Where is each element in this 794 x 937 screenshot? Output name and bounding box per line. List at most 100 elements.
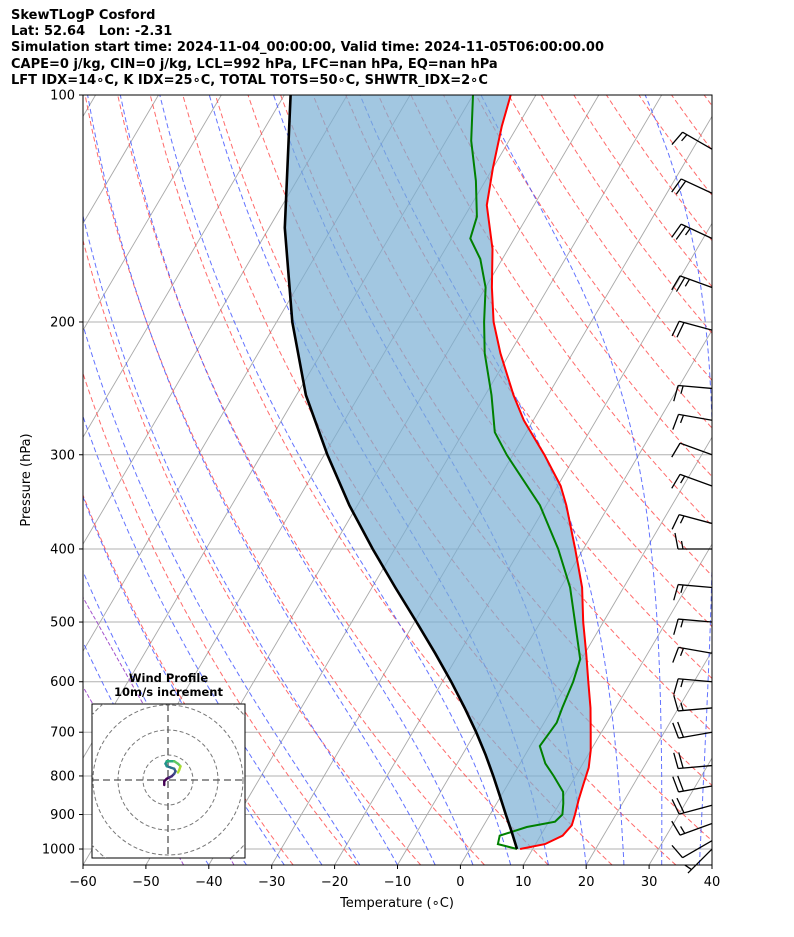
title-times: Simulation start time: 2024-11-04_00:00:…: [11, 40, 604, 56]
x-tick-label: −10: [384, 875, 411, 890]
wind-barb: [671, 442, 713, 458]
y-tick-label: 500: [50, 616, 75, 631]
wind-barb-staff: [680, 223, 713, 240]
wind-barb: [671, 514, 713, 530]
wind-barb: [672, 646, 713, 663]
wind-barb-flag: [671, 442, 681, 458]
x-tick-label: 0: [456, 875, 464, 890]
wind-barb-flag: [676, 322, 685, 338]
dry-adiabat: [605, 95, 712, 242]
isotherm-line: [585, 650, 712, 865]
wind-barb-staff: [682, 131, 713, 150]
x-tick-label: 10: [515, 875, 532, 890]
wind-barb: [671, 275, 713, 292]
wind-barb-flag: [684, 864, 692, 871]
x-axis-label: Temperature (∘C): [339, 896, 454, 911]
wind-barb: [672, 721, 713, 739]
wind-barb-flag: [671, 223, 682, 238]
wind-barb-staff: [678, 785, 713, 793]
cin-shading: [284, 95, 591, 849]
wind-barb-flag: [673, 385, 679, 402]
wind-barb-staff: [679, 442, 713, 456]
x-tick-label: −60: [69, 875, 96, 890]
wind-barb: [673, 618, 713, 635]
moist-adiabat: [87, 95, 436, 865]
wind-barb-staff: [678, 384, 713, 390]
wind-barb-flag: [671, 320, 680, 337]
title-stability-indices: LFT IDX=14∘C, K IDX=25∘C, TOTAL TOTS=50∘…: [11, 72, 488, 88]
wind-barb-flag: [671, 514, 680, 530]
wind-barb-flag: [671, 844, 684, 859]
y-tick-label: 100: [50, 89, 75, 104]
wind-barb-flag: [680, 584, 684, 594]
dry-adiabat: [83, 371, 358, 865]
wind-barb-staff: [678, 618, 713, 623]
wind-barb-staff: [679, 822, 713, 836]
y-tick-label: 1000: [42, 843, 75, 858]
chart-header: SkewTLogP Cosford Lat: 52.64 Lon: -2.31 …: [11, 8, 604, 89]
wind-barb-staff: [678, 646, 713, 654]
y-tick-label: 200: [50, 315, 75, 330]
dry-adiabat: [83, 493, 294, 865]
wind-barb-staff: [682, 840, 713, 859]
wind-barb-flag: [680, 826, 686, 834]
title-location: Lat: 52.64 Lon: -2.31: [11, 24, 173, 40]
dry-adiabat: [475, 95, 712, 429]
wind-barb-staff: [678, 678, 713, 683]
wind-barb-staff: [679, 473, 713, 487]
wind-barb-staff: [680, 178, 713, 194]
x-tick-label: −40: [195, 875, 222, 890]
y-tick-label: 900: [50, 808, 75, 823]
moist-adiabat: [737, 95, 792, 865]
moist-adiabat: [644, 95, 712, 865]
x-tick-label: 40: [704, 875, 721, 890]
isotherm-line: [83, 95, 285, 439]
wind-barb: [672, 413, 713, 430]
moist-adiabat: [159, 95, 512, 865]
wind-barb: [671, 223, 713, 240]
wind-barb-staff: [687, 848, 713, 874]
wind-barb-flag: [679, 647, 685, 657]
hodograph-segment: [176, 768, 181, 774]
isotherm-line: [775, 95, 794, 865]
wind-barb-flag: [671, 799, 680, 815]
wind-barb-flag: [673, 752, 679, 769]
sounding-traces: [283, 95, 592, 850]
isotherm-line: [648, 757, 712, 865]
moist-adiabat: [83, 323, 361, 865]
wind-barb-staff: [679, 275, 713, 289]
wind-barb-staff: [678, 583, 713, 589]
moist-adiabat: [83, 640, 210, 865]
hodograph-subtitle: 10m/s increment: [114, 685, 223, 699]
wind-barb-flag: [680, 679, 684, 688]
hodograph-grid: [92, 704, 245, 858]
isotherm-line: [711, 864, 712, 865]
wind-barb: [671, 178, 713, 195]
dry-adiabat: [117, 95, 549, 865]
x-tick-label: −30: [258, 875, 285, 890]
isotherm-line: [83, 95, 348, 546]
wind-barb-flag: [673, 618, 679, 635]
wind-barb-flag: [679, 414, 685, 424]
temperature-trace: [485, 95, 592, 850]
x-tick-label: 20: [578, 875, 595, 890]
x-tick-label: 30: [641, 875, 658, 890]
wind-barb-flag: [675, 225, 687, 240]
y-tick-label: 400: [50, 542, 75, 557]
wind-barb-staff: [678, 320, 713, 331]
wind-barb-flag: [672, 776, 680, 793]
wind-barb: [671, 820, 713, 836]
wind-barb-flag: [680, 475, 686, 484]
hodograph-title: Wind Profile: [129, 671, 209, 685]
x-tick-label: −50: [132, 875, 159, 890]
wind-barb: [673, 384, 713, 402]
moist-adiabat: [83, 495, 285, 865]
dry-adiabat: [573, 95, 712, 288]
wind-barb-flag: [671, 178, 682, 193]
y-tick-label: 600: [50, 675, 75, 690]
wind-barb-flag: [672, 722, 680, 739]
wind-barb-flag: [671, 275, 681, 291]
wind-barb-flag: [678, 752, 684, 769]
